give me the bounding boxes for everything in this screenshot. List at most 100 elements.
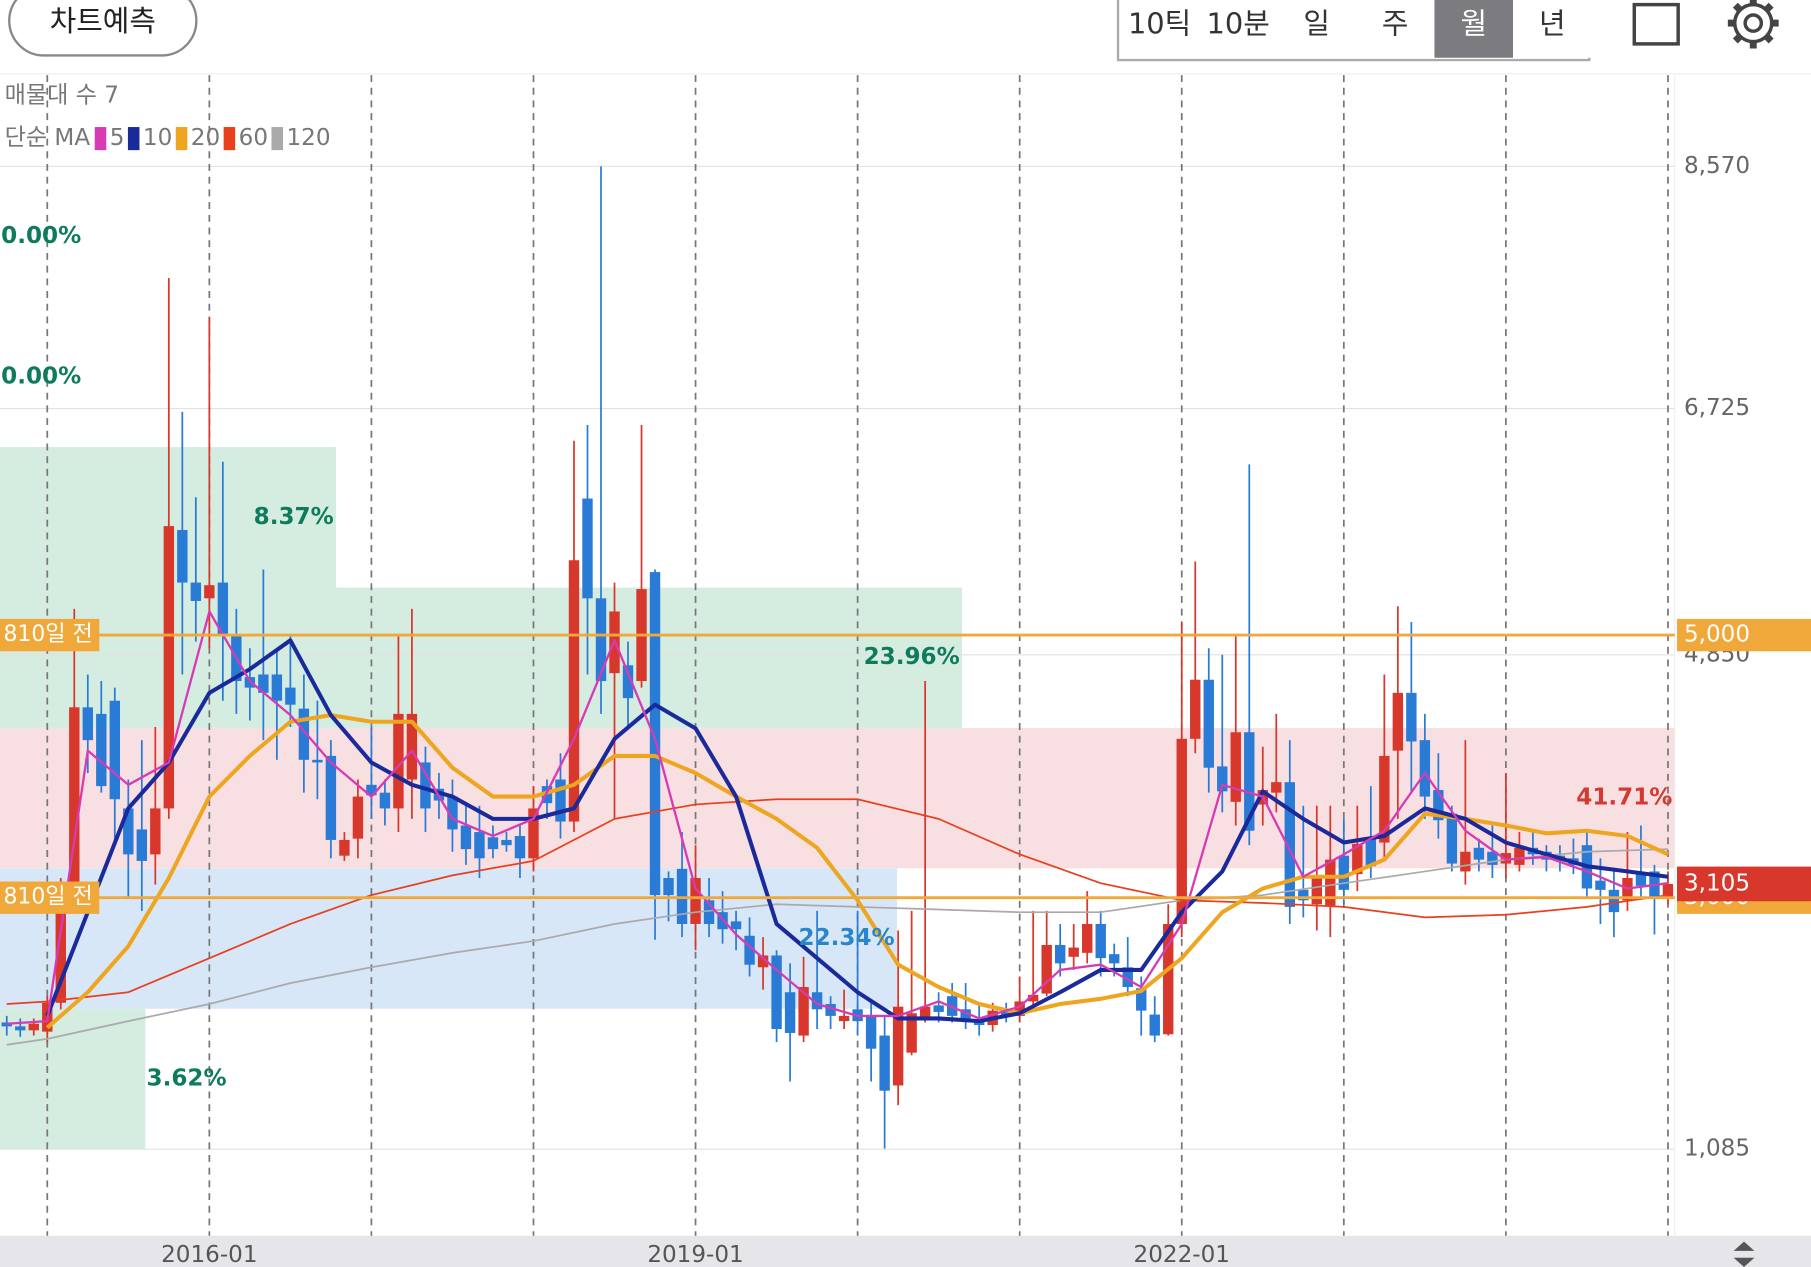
period-tab-label[interactable]: 10틱 [1128,6,1191,40]
period-tab[interactable] [1355,0,1435,58]
candle-body [555,779,566,822]
candle-body [1230,732,1241,802]
candle-body [1433,790,1444,821]
tooth [1763,2,1774,14]
tooth [1763,32,1774,44]
candle-body [339,839,350,856]
volume-profile-label: 41.71% [1576,785,1672,811]
candle-body [1163,923,1174,1035]
candle-body [528,808,539,859]
candle-body [892,1006,904,1086]
x-tick-label: 2019-01 [647,1242,743,1267]
candle-body [325,755,337,840]
x-tick-label: 2022-01 [1134,1242,1230,1267]
candle-body [136,829,148,861]
candle-body [1460,851,1471,872]
candle-body [1379,755,1390,843]
candle-body [217,582,229,636]
legend-swatch [223,127,236,151]
candle-body [825,1004,836,1016]
candle-body [1244,732,1255,831]
settings-icon[interactable] [1727,0,1779,49]
candle-body [1109,954,1120,964]
ma-line [6,848,1669,1046]
candle-body [460,825,472,850]
candle-body [1149,1014,1160,1036]
candle-body [568,560,580,822]
period-tab[interactable] [1277,0,1356,58]
candle-body [258,674,269,693]
period-selector: 10틱 10분 일 주 월 년 [1116,0,1592,62]
candle-body [28,1023,39,1031]
candle-body [150,808,161,855]
resize-handle[interactable] [1733,1241,1755,1267]
candle-body [1284,782,1295,907]
candle-body [487,837,499,850]
reference-label-bg [0,881,100,914]
period-tab[interactable] [1198,0,1278,58]
legend-swatch [271,127,284,151]
candle-body [69,707,80,905]
candle-body [1203,679,1214,768]
volume-profile-label: 3.62% [147,1065,227,1091]
candle-body [1014,1001,1025,1016]
y-tick-label: 6,725 [1684,395,1750,421]
ma-legend-title: 단순 MA [5,125,91,151]
candle-body [474,832,485,859]
period-tab-label[interactable]: 10분 [1206,6,1269,40]
candle-body [447,796,458,830]
candle-body [406,713,418,780]
legend-swatch [127,127,140,151]
candle-body [1352,843,1363,875]
candle-body [204,585,215,599]
candle-body [906,1013,917,1053]
period-tab[interactable] [1513,0,1592,58]
period-tab[interactable] [1434,0,1514,58]
period-tab-label[interactable]: 일 [1303,6,1330,40]
plot-area [0,75,1676,1236]
legend-label: 5 [110,125,125,151]
gear-teeth [1727,0,1779,49]
fullscreen-icon[interactable] [1632,2,1680,46]
candle-body [744,935,755,965]
last-price-tag-bg [1677,866,1811,902]
candle-body [55,904,66,1003]
candle-body [1122,967,1133,987]
candle-body [933,1005,944,1012]
candle-body [771,955,782,1030]
period-tab[interactable] [1120,0,1199,58]
candle-body [1027,994,1039,1002]
period-tab-label[interactable]: 주 [1382,6,1409,40]
volume-profile-count: 매물대 수 7 [5,82,119,108]
candle-body [757,955,769,968]
period-tab-label[interactable]: 년 [1539,6,1566,40]
candle-body [393,713,404,809]
candle-body [1595,880,1606,890]
ma-line [45,638,1669,1024]
candle-body [379,792,391,809]
ma-line [6,798,1669,1005]
candle-body [96,713,107,787]
period-tab-label[interactable]: 월 [1460,6,1487,40]
arrow-up [1733,1241,1755,1251]
forecast-button[interactable] [8,0,198,57]
ma-legend: 단순 MA 5 10 20 60 120 [5,125,331,151]
volume-profile-label: 23.96% [864,644,960,670]
candle-body [1392,692,1404,751]
legend-swatch [175,127,188,151]
candle-body [312,759,323,763]
gear-hub [1743,13,1764,33]
candle-body [163,526,175,809]
forecast-button-label[interactable]: 차트예측 [50,4,156,38]
candle-body [1271,782,1282,793]
legend-swatch [94,127,107,151]
candle-body [1041,944,1052,994]
candle-body [271,674,283,701]
candle-body [366,784,377,796]
ma-line [6,610,1669,1025]
legend-label: 20 [191,125,220,151]
candle-body [1176,738,1187,924]
candle-body [1365,837,1377,867]
